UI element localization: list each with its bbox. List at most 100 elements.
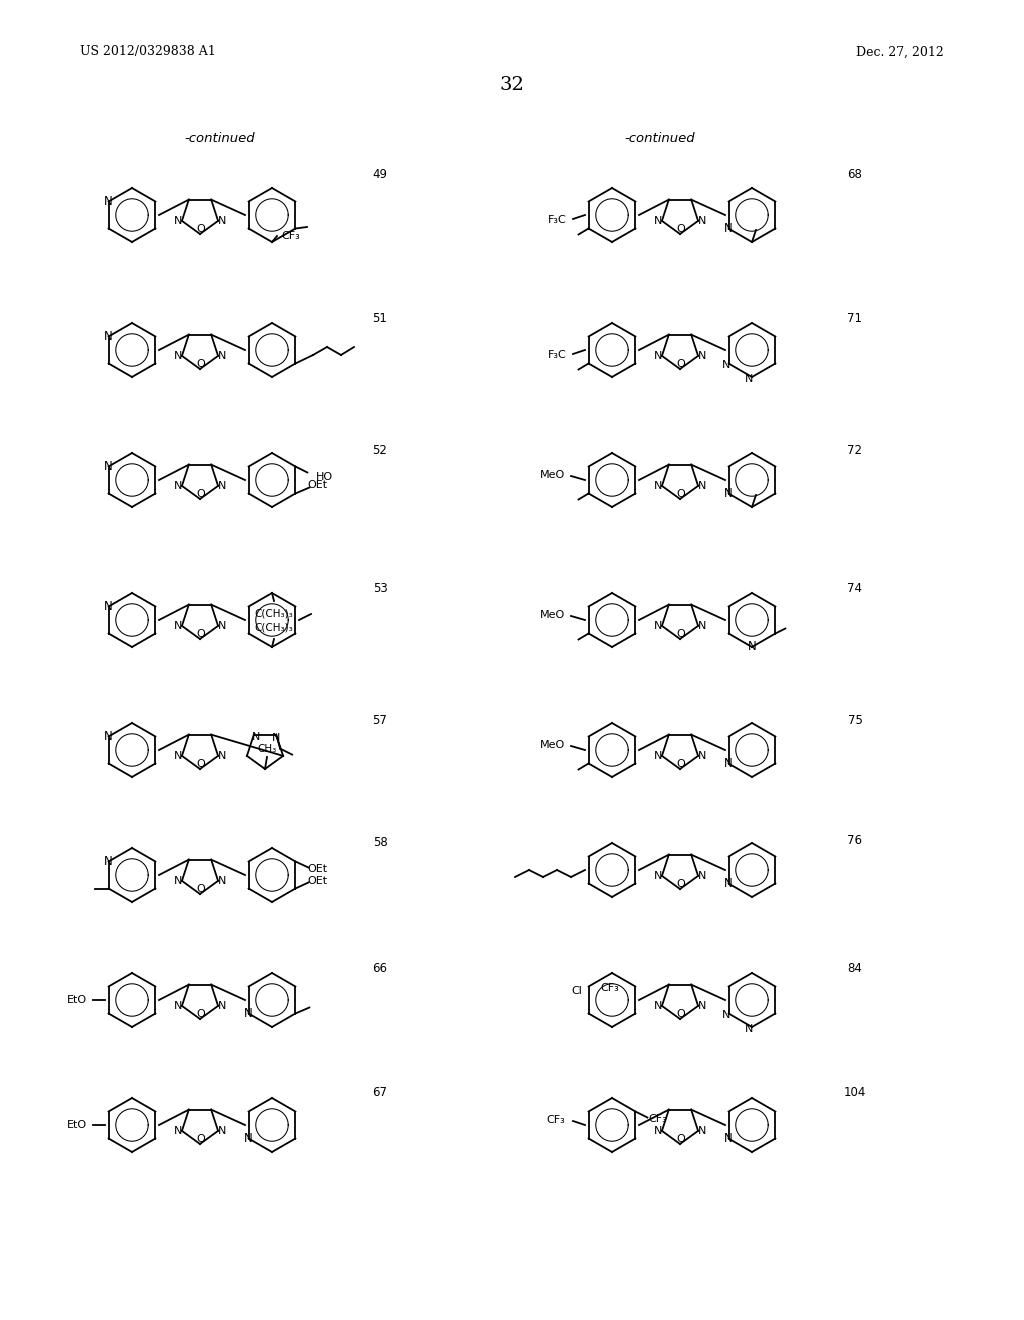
Text: N: N bbox=[174, 876, 182, 886]
Text: 84: 84 bbox=[848, 961, 862, 974]
Text: O: O bbox=[677, 224, 685, 234]
Text: US 2012/0329838 A1: US 2012/0329838 A1 bbox=[80, 45, 216, 58]
Text: N: N bbox=[218, 351, 226, 360]
Text: N: N bbox=[724, 222, 733, 235]
Text: C(CH₃)₃: C(CH₃)₃ bbox=[255, 609, 293, 618]
Text: 32: 32 bbox=[500, 77, 524, 94]
Text: MeO: MeO bbox=[540, 610, 565, 620]
Text: CF₃: CF₃ bbox=[648, 1114, 667, 1125]
Text: O: O bbox=[677, 1134, 685, 1144]
Text: N: N bbox=[698, 1126, 707, 1137]
Text: N: N bbox=[724, 1133, 733, 1144]
Text: 52: 52 bbox=[373, 444, 387, 457]
Text: O: O bbox=[677, 359, 685, 370]
Text: HO: HO bbox=[315, 471, 333, 482]
Text: 66: 66 bbox=[373, 961, 387, 974]
Text: 58: 58 bbox=[373, 837, 387, 850]
Text: N: N bbox=[218, 1126, 226, 1137]
Text: N: N bbox=[653, 871, 663, 880]
Text: N: N bbox=[722, 1011, 730, 1020]
Text: N: N bbox=[174, 620, 182, 631]
Text: N: N bbox=[218, 1001, 226, 1011]
Text: 51: 51 bbox=[373, 312, 387, 325]
Text: N: N bbox=[722, 360, 730, 371]
Text: N: N bbox=[174, 480, 182, 491]
Text: 76: 76 bbox=[848, 833, 862, 846]
Text: EtO: EtO bbox=[67, 995, 87, 1005]
Text: N: N bbox=[698, 1001, 707, 1011]
Text: CF₃: CF₃ bbox=[546, 1115, 565, 1125]
Text: N: N bbox=[653, 1001, 663, 1011]
Text: O: O bbox=[197, 359, 206, 370]
Text: N: N bbox=[272, 733, 281, 743]
Text: N: N bbox=[653, 216, 663, 226]
Text: N: N bbox=[218, 876, 226, 886]
Text: O: O bbox=[677, 630, 685, 639]
Text: F₃C: F₃C bbox=[548, 350, 567, 360]
Text: N: N bbox=[698, 351, 707, 360]
Text: N: N bbox=[218, 751, 226, 760]
Text: 75: 75 bbox=[848, 714, 862, 726]
Text: N: N bbox=[653, 1126, 663, 1137]
Text: N: N bbox=[104, 601, 113, 612]
Text: N: N bbox=[698, 216, 707, 226]
Text: N: N bbox=[174, 1001, 182, 1011]
Text: Cl: Cl bbox=[571, 986, 582, 997]
Text: EtO: EtO bbox=[67, 1119, 87, 1130]
Text: O: O bbox=[197, 224, 206, 234]
Text: N: N bbox=[748, 640, 757, 653]
Text: O: O bbox=[197, 1008, 206, 1019]
Text: F₃C: F₃C bbox=[548, 215, 567, 224]
Text: OEt: OEt bbox=[307, 865, 328, 874]
Text: N: N bbox=[104, 459, 113, 473]
Text: N: N bbox=[698, 620, 707, 631]
Text: 71: 71 bbox=[848, 312, 862, 325]
Text: N: N bbox=[218, 480, 226, 491]
Text: O: O bbox=[197, 884, 206, 894]
Text: N: N bbox=[724, 876, 733, 890]
Text: O: O bbox=[197, 630, 206, 639]
Text: 72: 72 bbox=[848, 444, 862, 457]
Text: -continued: -continued bbox=[184, 132, 255, 144]
Text: O: O bbox=[197, 1134, 206, 1144]
Text: N: N bbox=[653, 751, 663, 760]
Text: N: N bbox=[744, 374, 754, 384]
Text: N: N bbox=[698, 871, 707, 880]
Text: O: O bbox=[197, 759, 206, 770]
Text: 57: 57 bbox=[373, 714, 387, 726]
Text: N: N bbox=[252, 731, 260, 742]
Text: -continued: -continued bbox=[625, 132, 695, 144]
Text: N: N bbox=[653, 620, 663, 631]
Text: 67: 67 bbox=[373, 1086, 387, 1100]
Text: N: N bbox=[104, 855, 113, 869]
Text: 104: 104 bbox=[844, 1086, 866, 1100]
Text: N: N bbox=[245, 1133, 253, 1144]
Text: N: N bbox=[104, 195, 113, 209]
Text: N: N bbox=[724, 756, 733, 770]
Text: CF₃: CF₃ bbox=[601, 983, 620, 993]
Text: O: O bbox=[677, 1008, 685, 1019]
Text: C(CH₃)₃: C(CH₃)₃ bbox=[255, 622, 293, 632]
Text: 49: 49 bbox=[373, 169, 387, 181]
Text: N: N bbox=[104, 330, 113, 343]
Text: N: N bbox=[653, 480, 663, 491]
Text: N: N bbox=[174, 751, 182, 760]
Text: MeO: MeO bbox=[540, 470, 565, 480]
Text: MeO: MeO bbox=[540, 741, 565, 750]
Text: 68: 68 bbox=[848, 169, 862, 181]
Text: N: N bbox=[724, 487, 733, 500]
Text: CH₃: CH₃ bbox=[257, 744, 276, 754]
Text: N: N bbox=[174, 216, 182, 226]
Text: OEt: OEt bbox=[307, 480, 328, 491]
Text: N: N bbox=[698, 751, 707, 760]
Text: N: N bbox=[698, 480, 707, 491]
Text: 74: 74 bbox=[848, 582, 862, 594]
Text: N: N bbox=[744, 1024, 754, 1034]
Text: N: N bbox=[245, 1007, 253, 1020]
Text: N: N bbox=[174, 351, 182, 360]
Text: N: N bbox=[218, 216, 226, 226]
Text: N: N bbox=[653, 351, 663, 360]
Text: 53: 53 bbox=[373, 582, 387, 594]
Text: N: N bbox=[218, 620, 226, 631]
Text: O: O bbox=[677, 759, 685, 770]
